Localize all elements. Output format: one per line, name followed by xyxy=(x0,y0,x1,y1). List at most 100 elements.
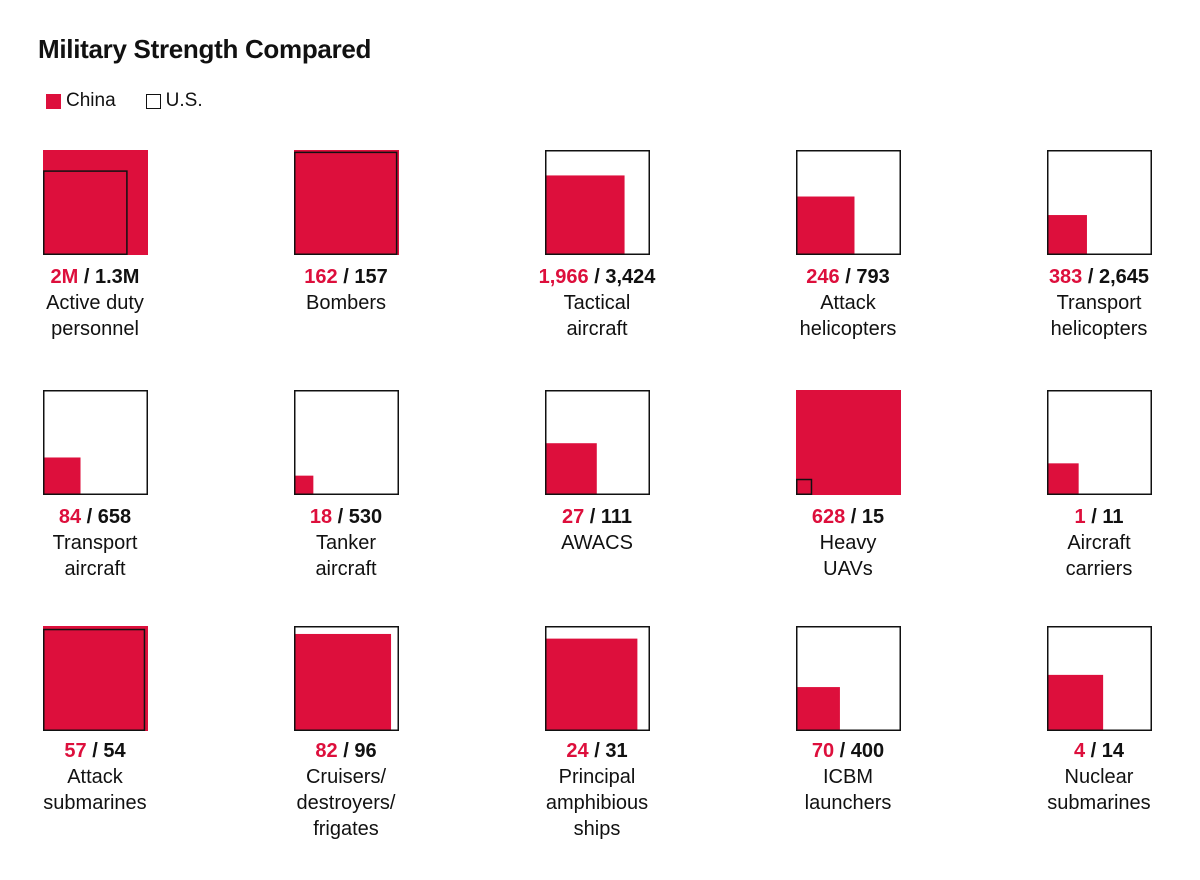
legend-item-china: China xyxy=(46,90,116,112)
us-square xyxy=(294,626,399,731)
cell-text: 162 / 157 Bombers xyxy=(231,264,461,316)
china-square xyxy=(294,475,314,495)
us-square xyxy=(1047,150,1152,255)
value-separator: / xyxy=(584,506,601,528)
value-separator: / xyxy=(1082,266,1099,288)
china-square xyxy=(796,390,901,495)
value-separator: / xyxy=(588,740,606,762)
value-label: 4 / 14 xyxy=(984,738,1200,764)
value-separator: / xyxy=(845,506,862,528)
category-label: Nuclear submarines xyxy=(1047,766,1151,814)
comparison-cell xyxy=(43,150,148,256)
comparison-cell xyxy=(545,150,650,255)
category-label: Tanker aircraft xyxy=(315,532,377,580)
china-value: 27 xyxy=(561,506,585,528)
value-separator: / xyxy=(1085,506,1103,528)
us-value: 530 xyxy=(348,506,383,528)
value-label: 246 / 793 xyxy=(733,264,963,290)
us-value: 11 xyxy=(1102,506,1124,528)
us-square xyxy=(545,626,650,731)
cell-text: 18 / 530 Tanker aircraft xyxy=(231,504,461,582)
china-square xyxy=(545,638,638,731)
cell-text: 383 / 2,645 Transport helicopters xyxy=(984,264,1200,342)
value-label: 383 / 2,645 xyxy=(984,264,1200,290)
category-label: Attack submarines xyxy=(43,766,147,814)
china-value: 84 xyxy=(58,506,82,528)
value-separator: / xyxy=(86,740,104,762)
value-label: 162 / 157 xyxy=(231,264,461,290)
cell-text: 57 / 54 Attack submarines xyxy=(0,738,210,816)
us-value: 111 xyxy=(600,506,633,528)
us-value: 400 xyxy=(850,740,885,762)
comparison-cell xyxy=(1047,150,1152,255)
china-value: 18 xyxy=(309,506,333,528)
china-square xyxy=(43,626,148,731)
comparison-cell xyxy=(294,390,399,495)
comparison-cell xyxy=(796,390,901,495)
china-square xyxy=(43,150,148,255)
category-label: Cruisers/ destroyers/ frigates xyxy=(296,766,396,840)
chart-title: Military Strength Compared xyxy=(38,34,372,64)
china-value: 1 xyxy=(1074,506,1086,528)
value-separator: / xyxy=(78,266,95,288)
cell-text: 1,966 / 3,424 Tactical aircraft xyxy=(482,264,712,342)
value-label: 82 / 96 xyxy=(231,738,461,764)
us-value: 96 xyxy=(354,740,377,762)
value-separator: / xyxy=(337,740,355,762)
cell-text: 1 / 11 Aircraft carriers xyxy=(984,504,1200,582)
china-square xyxy=(796,687,840,731)
cell-text: 246 / 793 Attack helicopters xyxy=(733,264,963,342)
value-label: 2M / 1.3M xyxy=(0,264,210,290)
us-square xyxy=(1047,626,1152,731)
china-square xyxy=(1047,215,1087,255)
us-square xyxy=(545,150,650,255)
legend-item-us: U.S. xyxy=(145,90,203,112)
china-square xyxy=(545,175,625,255)
comparison-cell xyxy=(545,626,650,731)
cell-text: 84 / 658 Transport aircraft xyxy=(0,504,210,582)
us-square xyxy=(796,478,813,495)
cell-text: 4 / 14 Nuclear submarines xyxy=(984,738,1200,816)
cell-text: 628 / 15 Heavy UAVs xyxy=(733,504,963,582)
china-square xyxy=(294,633,392,731)
china-swatch-icon xyxy=(46,93,61,109)
comparison-cell xyxy=(1047,390,1152,495)
us-value: 157 xyxy=(354,266,388,288)
china-square xyxy=(545,443,597,495)
china-value: 1,966 xyxy=(538,266,589,288)
value-separator: / xyxy=(81,506,98,528)
china-value: 82 xyxy=(315,740,338,762)
legend-label-china: China xyxy=(66,90,116,111)
category-label: Aircraft carriers xyxy=(1065,532,1133,580)
cell-text: 2M / 1.3M Active duty personnel xyxy=(0,264,210,342)
china-square xyxy=(43,457,81,495)
us-value: 1.3M xyxy=(95,266,140,288)
comparison-cell xyxy=(796,626,901,731)
value-separator: / xyxy=(588,266,606,288)
value-separator: / xyxy=(332,506,349,528)
value-label: 70 / 400 xyxy=(733,738,963,764)
category-label: Transport aircraft xyxy=(52,532,138,580)
china-value: 246 xyxy=(806,266,840,288)
value-separator: / xyxy=(839,266,857,288)
china-value: 4 xyxy=(1073,740,1086,762)
us-square xyxy=(1047,390,1152,495)
cell-text: 70 / 400 ICBM launchers xyxy=(733,738,963,816)
us-square xyxy=(796,626,901,731)
legend-label-us: U.S. xyxy=(165,90,203,111)
comparison-cell xyxy=(294,150,399,255)
value-separator: / xyxy=(1085,740,1102,762)
us-value: 54 xyxy=(103,740,126,762)
cell-text: 27 / 111 AWACS xyxy=(482,504,712,556)
value-separator: / xyxy=(834,740,851,762)
china-value: 57 xyxy=(64,740,87,762)
us-square xyxy=(43,628,146,731)
value-separator: / xyxy=(337,266,355,288)
us-value: 31 xyxy=(605,740,628,762)
value-label: 27 / 111 xyxy=(482,504,712,530)
us-square xyxy=(796,150,901,255)
us-square xyxy=(43,390,148,495)
china-square xyxy=(1047,463,1079,495)
china-square xyxy=(294,150,399,255)
china-value: 2M xyxy=(50,266,79,288)
